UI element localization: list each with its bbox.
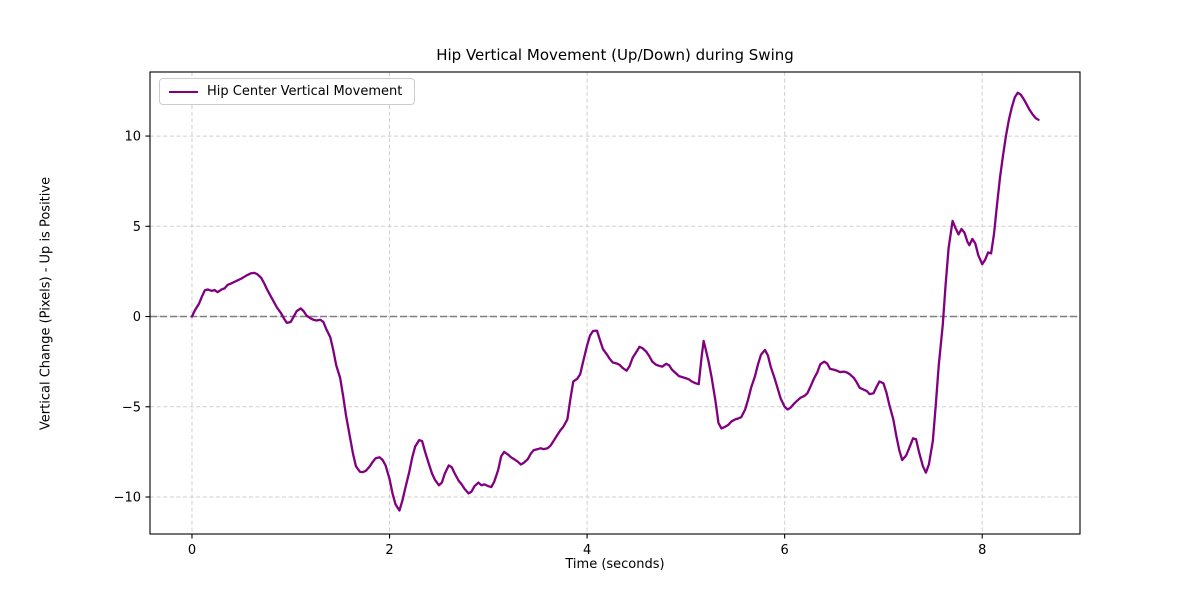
y-axis-label: Vertical Change (Pixels) - Up is Positiv…: [38, 176, 54, 431]
series-line: [190, 91, 1040, 512]
chart-title: Hip Vertical Movement (Up/Down) during S…: [436, 46, 794, 64]
x-tick-label: 4: [583, 543, 591, 558]
x-tick-label: 8: [978, 543, 986, 558]
legend-label: Hip Center Vertical Movement: [207, 84, 403, 99]
legend-line-swatch: [169, 90, 198, 93]
x-tick-label: 2: [385, 543, 393, 558]
x-tick-label: 6: [781, 543, 789, 558]
plot-border: [149, 71, 1081, 535]
legend: Hip Center Vertical Movement: [159, 78, 416, 105]
y-tick-label: 10: [124, 130, 141, 145]
x-axis-label: Time (seconds): [565, 557, 665, 572]
x-tick-label: 0: [188, 543, 196, 558]
y-tick-label: −10: [114, 491, 141, 506]
y-tick-label: 0: [133, 310, 141, 325]
y-tick-label: −5: [122, 400, 141, 415]
y-tick-label: 5: [133, 220, 141, 235]
